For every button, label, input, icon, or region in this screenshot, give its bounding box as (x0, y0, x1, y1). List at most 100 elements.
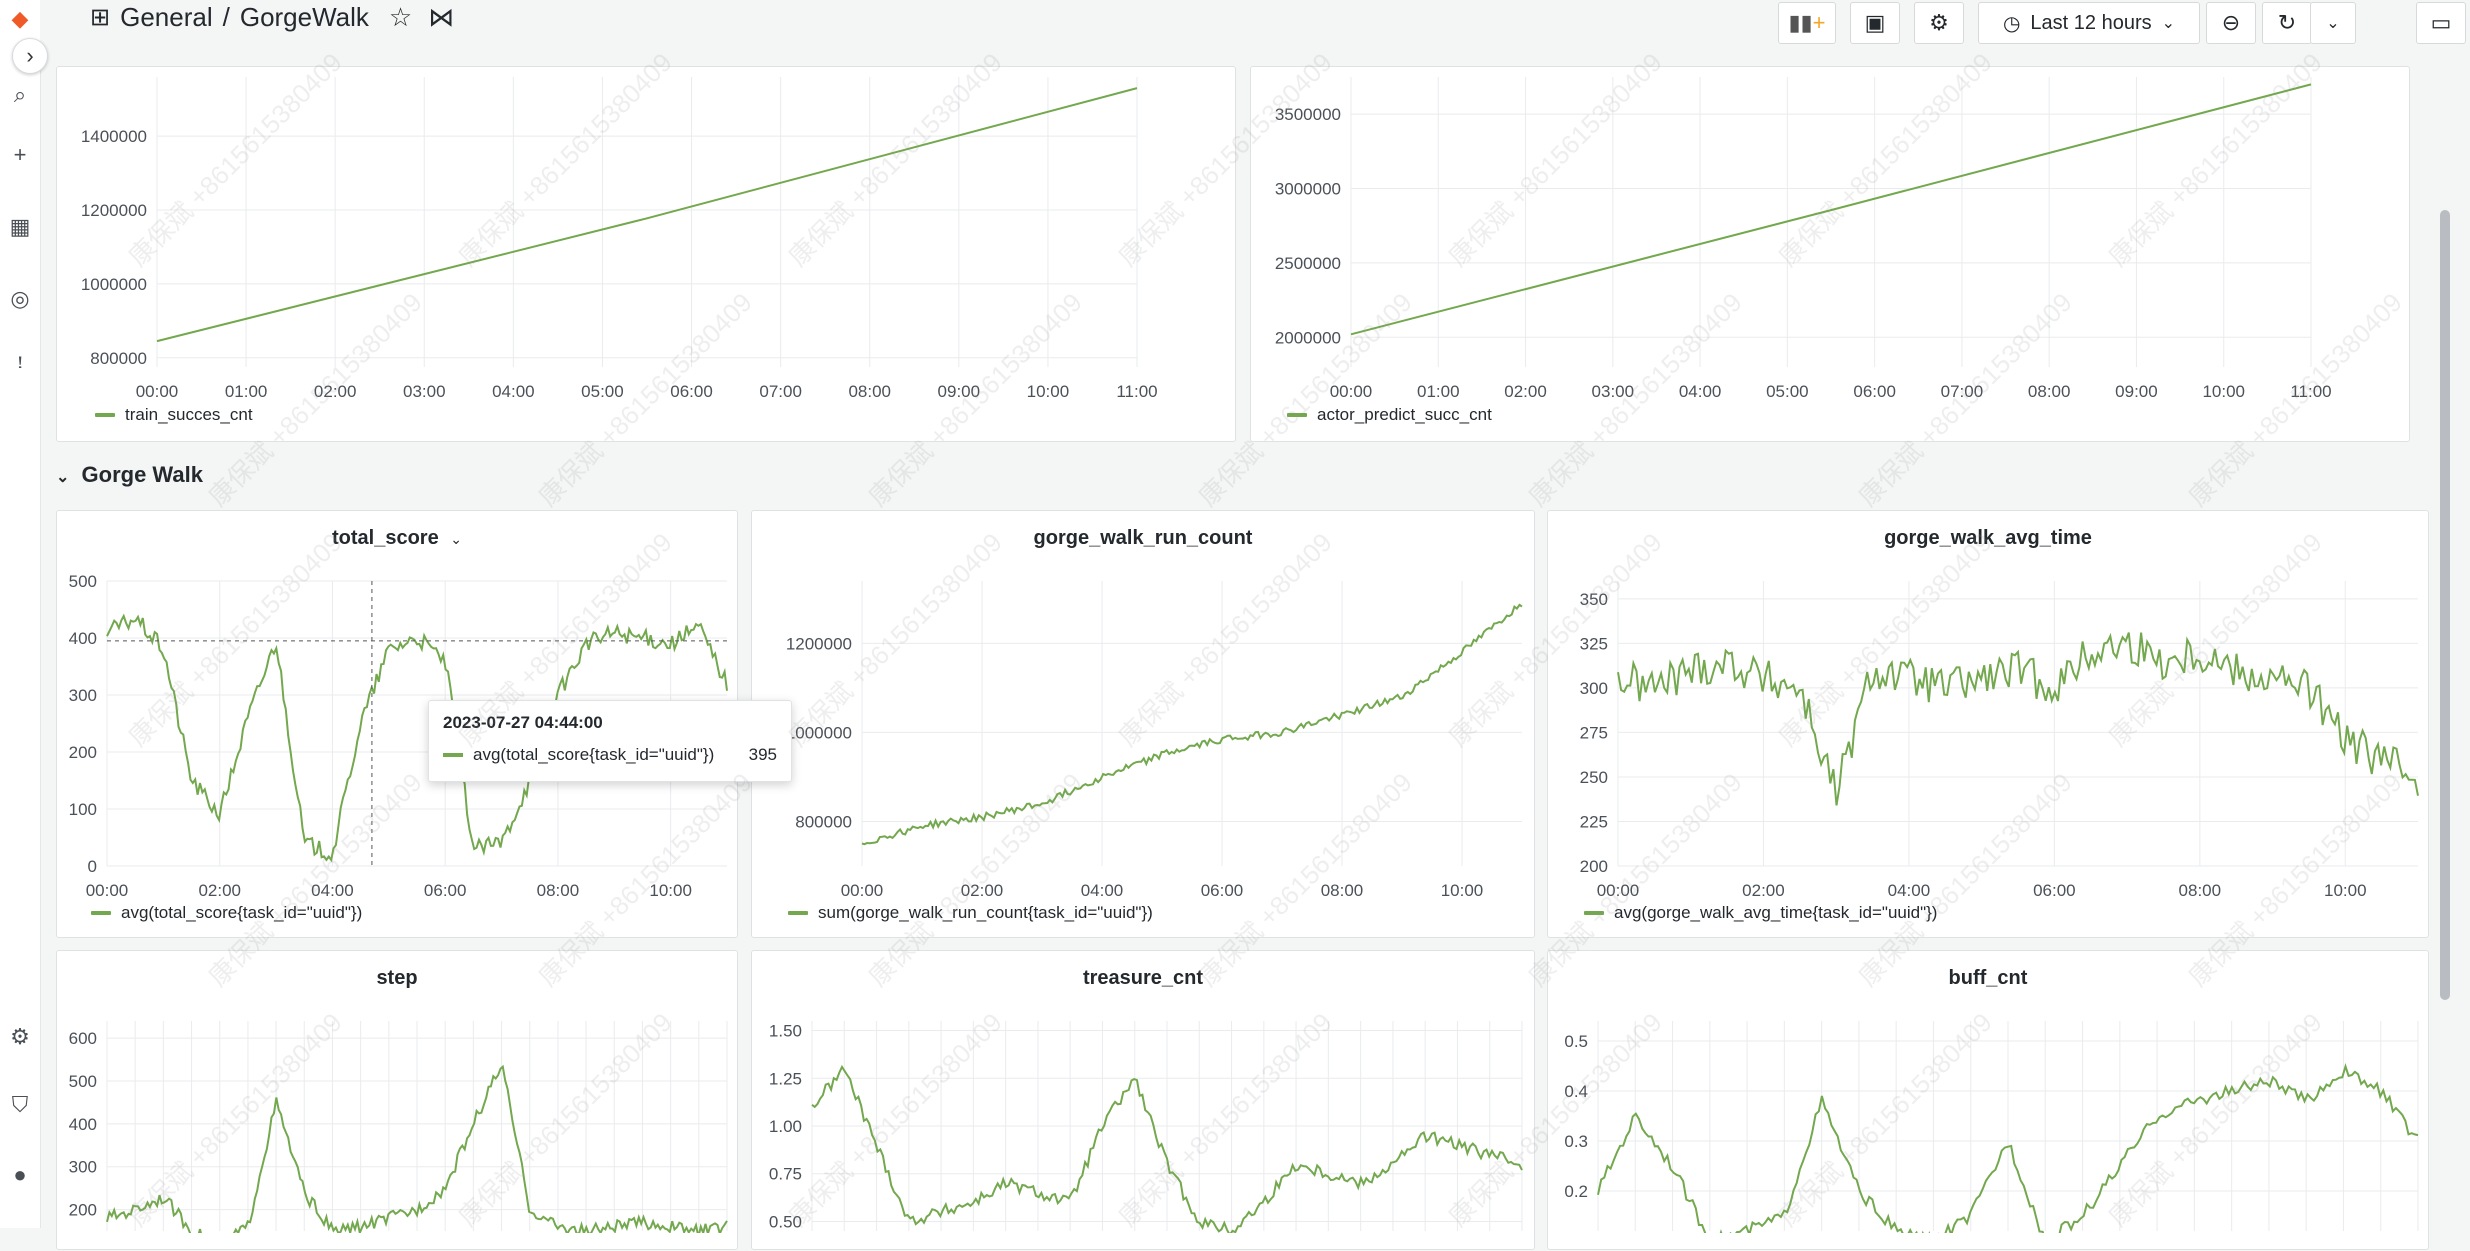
y-tick-label: 1.25 (769, 1069, 802, 1088)
y-tick-label: 300 (1580, 679, 1608, 698)
tooltip-value: 395 (749, 745, 777, 765)
y-tick-label: 0.2 (1564, 1182, 1588, 1201)
apps-icon: ⊞ (90, 3, 110, 32)
x-tick-label: 00:00 (1330, 382, 1373, 401)
legend-avg-time[interactable]: avg(gorge_walk_avg_time{task_id="uuid"}) (1584, 903, 1937, 923)
x-tick-label: 10:00 (1441, 881, 1484, 900)
x-tick-label: 06:00 (670, 382, 713, 401)
refresh-icon: ↻ (2278, 10, 2296, 36)
x-tick-label: 01:00 (1417, 382, 1460, 401)
legend-total-score[interactable]: avg(total_score{task_id="uuid"}) (91, 903, 362, 923)
admin-icon[interactable]: ⛉ (0, 1090, 40, 1120)
legend-label: actor_predict_succ_cnt (1317, 405, 1492, 425)
y-tick-label: 300 (69, 1158, 97, 1177)
y-tick-label: 1.50 (769, 1022, 802, 1041)
x-tick-label: 06:00 (2033, 881, 2076, 900)
legend-run-count[interactable]: sum(gorge_walk_run_count{task_id="uuid"}… (788, 903, 1153, 923)
x-tick-label: 07:00 (1941, 382, 1984, 401)
x-tick-label: 10:00 (649, 881, 692, 900)
legend-train-succes-cnt[interactable]: train_succes_cnt (95, 405, 253, 425)
alerting-icon[interactable]: ꜝ (0, 356, 40, 386)
x-tick-label: 07:00 (759, 382, 802, 401)
x-tick-label: 03:00 (403, 382, 446, 401)
monitor-icon: ▭ (2431, 10, 2452, 36)
explore-icon[interactable]: ◎ (0, 284, 40, 314)
time-picker-button[interactable]: ◷ Last 12 hours ⌄ (1978, 2, 2200, 44)
dashboard-settings-button[interactable]: ⚙ (1914, 2, 1964, 44)
x-tick-label: 04:00 (1888, 881, 1931, 900)
profile-icon[interactable]: ● (0, 1160, 40, 1190)
x-tick-label: 00:00 (1597, 881, 1640, 900)
breadcrumb-dashboard[interactable]: GorgeWalk (240, 2, 369, 33)
legend-label: avg(gorge_walk_avg_time{task_id="uuid"}) (1614, 903, 1937, 923)
chart-buff-cnt: 0.20.30.40.5 (1548, 951, 2430, 1251)
y-tick-label: 225 (1580, 812, 1608, 831)
y-tick-label: 0.4 (1564, 1082, 1588, 1101)
y-tick-label: 1200000 (786, 634, 852, 653)
row-gorge-walk[interactable]: ⌄ Gorge Walk (56, 462, 203, 488)
refresh-interval-dropdown[interactable]: ⌄ (2310, 2, 2356, 44)
grafana-logo-icon[interactable]: ◆ (0, 4, 40, 34)
save-dashboard-button[interactable]: ▣ (1850, 2, 1900, 44)
refresh-button[interactable]: ↻ (2262, 2, 2312, 44)
breadcrumb-separator: / (223, 2, 230, 33)
y-tick-label: 1400000 (81, 127, 147, 146)
dashboards-icon[interactable]: ▦ (0, 212, 40, 242)
zoom-out-button[interactable]: ⊖ (2206, 2, 2256, 44)
x-tick-label: 11:00 (1116, 382, 1157, 401)
chart-tooltip: 2023-07-27 04:44:00 avg(total_score{task… (428, 700, 792, 782)
gear-icon: ⚙ (1929, 10, 1949, 36)
chevron-right-icon[interactable]: › (12, 38, 48, 74)
x-tick-label: 04:00 (311, 881, 354, 900)
series-line[interactable] (1618, 633, 2418, 806)
search-icon[interactable]: ⌕ (0, 80, 40, 110)
add-icon[interactable]: + (0, 140, 40, 170)
series-line[interactable] (1351, 84, 2311, 334)
legend-actor-predict-succ-cnt[interactable]: actor_predict_succ_cnt (1287, 405, 1492, 425)
x-tick-label: 09:00 (2115, 382, 2158, 401)
breadcrumb-folder[interactable]: General (120, 2, 213, 33)
star-icon[interactable]: ☆ (389, 2, 412, 33)
save-icon: ▣ (1865, 10, 1886, 36)
y-tick-label: 3500000 (1275, 105, 1341, 124)
x-tick-label: 04:00 (1679, 382, 1722, 401)
page-scrollbar[interactable] (2440, 210, 2450, 1000)
y-tick-label: 0.75 (769, 1165, 802, 1184)
zoom-out-icon: ⊖ (2222, 10, 2240, 36)
y-tick-label: 2500000 (1275, 254, 1341, 273)
y-tick-label: 0.50 (769, 1212, 802, 1231)
legend-label: sum(gorge_walk_run_count{task_id="uuid"}… (818, 903, 1153, 923)
y-tick-label: 400 (69, 629, 97, 648)
y-tick-label: 200 (1580, 857, 1608, 876)
share-icon[interactable]: ⋈ (428, 2, 454, 33)
x-tick-label: 11:00 (2290, 382, 2331, 401)
x-tick-label: 00:00 (136, 382, 179, 401)
row-title-label: Gorge Walk (82, 462, 203, 487)
y-tick-label: 0 (88, 857, 97, 876)
y-tick-label: 1.00 (769, 1117, 802, 1136)
x-tick-label: 05:00 (1766, 382, 1809, 401)
tv-mode-button[interactable]: ▭ (2416, 2, 2466, 44)
add-panel-button[interactable]: ▮▮+ (1778, 2, 1836, 44)
y-tick-label: 0.3 (1564, 1132, 1588, 1151)
configuration-icon[interactable]: ⚙ (0, 1022, 40, 1052)
x-tick-label: 08:00 (537, 881, 580, 900)
y-tick-label: 800000 (90, 349, 147, 368)
x-tick-label: 10:00 (1027, 382, 1070, 401)
series-line[interactable] (862, 605, 1522, 844)
y-tick-label: 1000000 (786, 723, 852, 742)
y-tick-label: 2000000 (1275, 328, 1341, 347)
series-line[interactable] (157, 88, 1137, 341)
breadcrumb: ⊞ General / GorgeWalk ☆ ⋈ (90, 2, 454, 33)
x-tick-label: 10:00 (2324, 881, 2367, 900)
legend-swatch (788, 911, 808, 915)
